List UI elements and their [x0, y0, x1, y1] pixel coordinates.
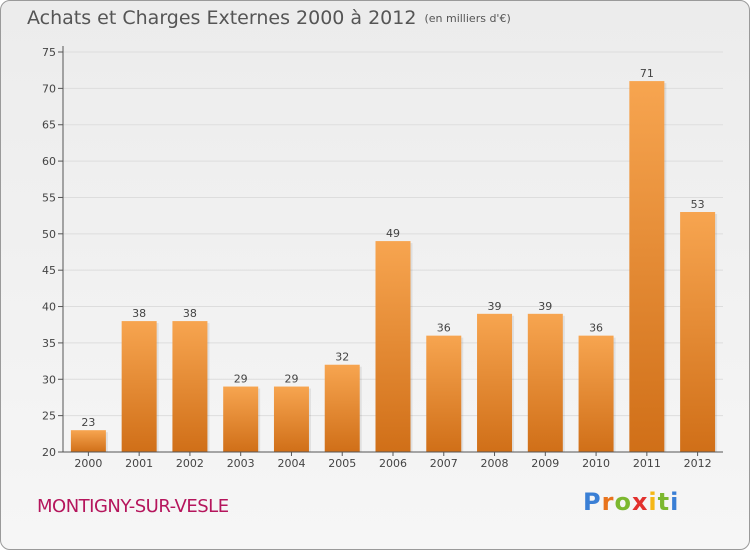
data-label: 38 — [132, 307, 146, 320]
bar[interactable] — [172, 321, 208, 452]
data-label: 23 — [81, 416, 95, 429]
data-label: 49 — [386, 227, 400, 240]
data-label: 29 — [234, 373, 248, 386]
y-tick-label: 50 — [42, 228, 56, 241]
y-tick-label: 35 — [42, 337, 56, 350]
logo-letter: i — [670, 488, 680, 516]
y-tick-label: 55 — [42, 191, 56, 204]
data-label: 39 — [488, 300, 502, 313]
data-label: 29 — [284, 373, 298, 386]
chart-title: Achats et Charges Externes 2000 à 2012 — [27, 7, 417, 29]
chart-title-block: Achats et Charges Externes 2000 à 2012 (e… — [27, 7, 511, 29]
data-label: 53 — [691, 198, 705, 211]
y-tick-label: 70 — [42, 82, 56, 95]
bar[interactable] — [273, 386, 309, 452]
data-label: 38 — [183, 307, 197, 320]
x-tick-label: 2005 — [328, 457, 356, 470]
chart-subtitle: (en milliers d'€) — [424, 12, 511, 25]
x-tick-label: 2008 — [481, 457, 509, 470]
bar-layer: 23 38 38 29 29 32 49 36 39 39 36 71 53 — [70, 67, 718, 452]
bar[interactable] — [223, 386, 259, 452]
bar[interactable] — [527, 313, 563, 452]
y-tick-label: 30 — [42, 373, 56, 386]
x-tick-label: 2006 — [379, 457, 407, 470]
bar[interactable] — [121, 321, 157, 452]
y-tick-label: 75 — [42, 46, 56, 59]
logo-letter: P — [583, 488, 602, 516]
bar[interactable] — [477, 313, 513, 452]
data-label: 36 — [437, 322, 451, 335]
bar[interactable] — [680, 212, 716, 452]
data-label: 36 — [589, 322, 603, 335]
data-label: 32 — [335, 351, 349, 364]
y-tick-label: 45 — [42, 264, 56, 277]
x-tick-label: 2007 — [430, 457, 458, 470]
x-tick-label: 2000 — [74, 457, 102, 470]
y-tick-label: 20 — [42, 446, 56, 459]
x-tick-label: 2001 — [125, 457, 153, 470]
bar[interactable] — [629, 81, 665, 452]
logo-letter: r — [601, 488, 615, 516]
place-name: MONTIGNY-SUR-VESLE — [37, 496, 229, 517]
bar[interactable] — [578, 335, 614, 452]
x-tick-label: 2004 — [277, 457, 305, 470]
x-tick-label: 2002 — [176, 457, 204, 470]
bar[interactable] — [324, 364, 360, 452]
data-label: 39 — [538, 300, 552, 313]
x-tick-label: 2012 — [684, 457, 712, 470]
bar[interactable] — [426, 335, 462, 452]
bar[interactable] — [70, 430, 106, 452]
proxiti-logo[interactable]: Proxiti — [583, 488, 679, 516]
x-tick-label: 2009 — [531, 457, 559, 470]
y-tick-label: 25 — [42, 410, 56, 423]
x-tick-label: 2003 — [227, 457, 255, 470]
y-tick-label: 65 — [42, 119, 56, 132]
logo-letter: t — [657, 488, 671, 516]
logo-letter: o — [614, 488, 632, 516]
x-tick-label: 2010 — [582, 457, 610, 470]
y-tick-label: 40 — [42, 301, 56, 314]
x-tick-label: 2011 — [633, 457, 661, 470]
logo-letter: i — [648, 488, 658, 516]
bar[interactable] — [375, 241, 411, 452]
y-tick-label: 60 — [42, 155, 56, 168]
logo-letter: x — [631, 488, 649, 516]
axis-layer: 20 25 30 35 40 45 50 55 60 65 70 75 2000 2001 2002 2003… — [42, 46, 723, 470]
data-label: 71 — [640, 67, 654, 80]
